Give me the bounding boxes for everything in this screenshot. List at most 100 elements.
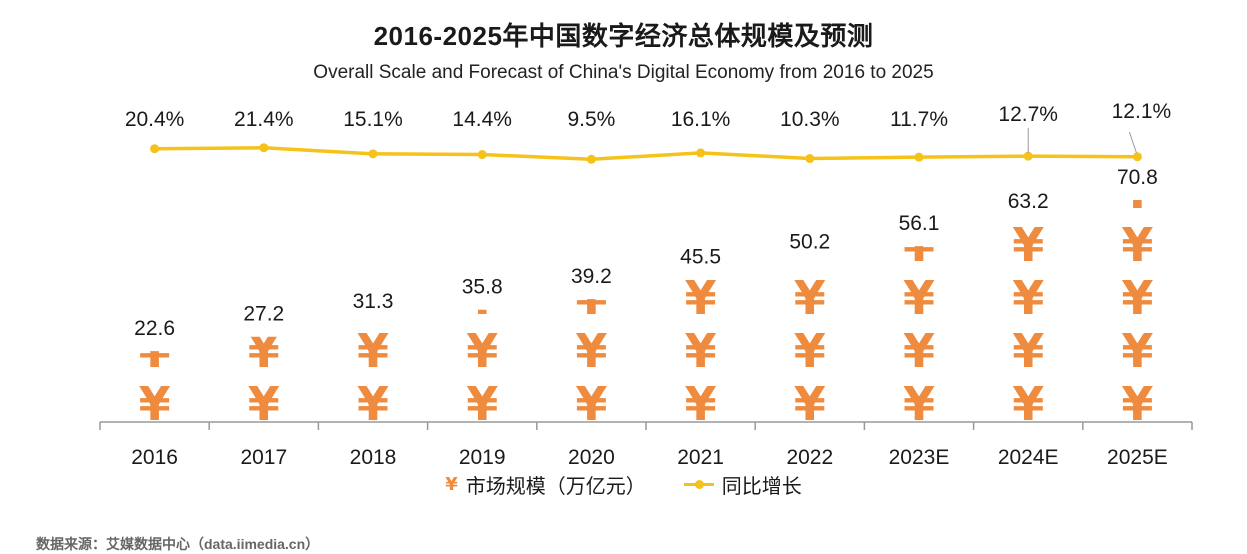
growth-label: 20.4%: [125, 108, 185, 131]
growth-point: [1023, 151, 1033, 161]
bar-value-label: 50.2: [789, 231, 830, 254]
growth-point: [696, 148, 706, 158]
growth-label: 12.1%: [1112, 100, 1172, 123]
chart-subtitle: Overall Scale and Forecast of China's Di…: [313, 62, 934, 83]
bar-2022: ¥¥¥¥: [794, 218, 826, 431]
x-tick-label: 2018: [350, 446, 397, 469]
yuan-icon: ¥: [794, 377, 826, 431]
growth-label: 15.1%: [343, 108, 403, 131]
yuan-icon: ¥: [903, 165, 935, 219]
yuan-icon: ¥: [1012, 271, 1044, 325]
x-tick-label: 2022: [786, 446, 833, 469]
legend-item-market-size: ¥ 市场规模（万亿元）: [445, 470, 646, 499]
yuan-icon: ¥: [1012, 218, 1044, 272]
growth-label: 9.5%: [567, 108, 615, 131]
yuan-icon: ¥: [357, 324, 389, 378]
bar-2018: ¥¥¥: [357, 271, 389, 431]
bar-2023E: ¥¥¥¥¥: [903, 165, 935, 431]
bar-2017: ¥¥¥: [248, 324, 280, 431]
bar-value-label: 63.2: [1008, 190, 1049, 213]
growth-label: 16.1%: [671, 108, 731, 131]
growth-label: 12.7%: [998, 103, 1058, 126]
legend-label-market-size: 市场规模（万亿元）: [465, 476, 646, 498]
x-tick-label: 2024E: [998, 446, 1059, 469]
yuan-icon: ¥: [357, 377, 389, 431]
growth-line: [154, 145, 1138, 162]
yuan-icon: ¥: [794, 324, 826, 378]
growth-point: [914, 152, 924, 162]
yuan-icon: ¥: [1012, 324, 1044, 378]
bar-2020: ¥¥¥¥: [575, 218, 607, 431]
yuan-icon: ¥: [139, 377, 171, 431]
yuan-icon: ¥: [794, 218, 826, 272]
yuan-icon: ¥: [445, 474, 458, 495]
bar-value-label: 31.3: [353, 290, 394, 313]
yuan-icon: ¥: [903, 377, 935, 431]
line-dot-icon: [683, 480, 714, 489]
bar-2024E: ¥¥¥¥¥: [1012, 218, 1044, 431]
bar-value-label: 39.2: [571, 265, 612, 288]
x-tick-label: 2019: [459, 446, 506, 469]
yuan-icon: ¥: [794, 271, 826, 325]
bar-value-label: 22.6: [134, 317, 175, 340]
yuan-icon: ¥: [685, 377, 717, 431]
yuan-icon: ¥: [685, 271, 717, 325]
legend-label-growth: 同比增长: [721, 476, 802, 498]
growth-point: [150, 144, 160, 154]
yuan-icon: ¥: [466, 271, 498, 325]
yuan-icon: ¥: [575, 271, 607, 325]
yuan-icon: ¥: [1121, 165, 1153, 219]
yuan-icon: ¥: [357, 271, 389, 325]
growth-point: [259, 143, 269, 153]
yuan-icon: ¥: [575, 218, 607, 272]
yuan-icon: ¥: [466, 218, 498, 272]
growth-label: 10.3%: [780, 108, 840, 131]
yuan-icon: ¥: [685, 324, 717, 378]
growth-label: 11.7%: [890, 108, 948, 131]
yuan-icon: ¥: [575, 377, 607, 431]
yuan-icon: ¥: [575, 324, 607, 378]
yuan-icon: ¥: [903, 324, 935, 378]
bar-2016: ¥¥¥: [139, 324, 171, 431]
chart-title: 2016-2025年中国数字经济总体规模及预测: [373, 21, 874, 51]
bar-value-label: 70.8: [1117, 166, 1158, 189]
growth-label: 21.4%: [234, 108, 294, 131]
yuan-icon: ¥: [1121, 324, 1153, 378]
yuan-icon: ¥: [248, 324, 280, 378]
bar-value-label: 27.2: [243, 303, 284, 326]
growth-point: [477, 150, 487, 160]
growth-label-leader: [1128, 131, 1137, 153]
x-tick-label: 2020: [568, 446, 615, 469]
x-tick-label: 2025E: [1107, 446, 1168, 469]
growth-point: [805, 154, 815, 164]
yuan-icon: ¥: [903, 218, 935, 272]
yuan-icon: ¥: [903, 271, 935, 325]
yuan-icon: ¥: [466, 377, 498, 431]
yuan-icon: ¥: [1012, 377, 1044, 431]
yuan-icon: ¥: [139, 324, 171, 378]
yuan-icon: ¥: [248, 377, 280, 431]
growth-label: 14.4%: [452, 108, 512, 131]
bar-2025E: ¥¥¥¥¥¥: [1121, 165, 1153, 431]
x-tick-label: 2017: [240, 446, 287, 469]
yuan-icon: ¥: [1121, 377, 1153, 431]
growth-point: [586, 154, 596, 164]
legend-item-growth: 同比增长: [683, 470, 802, 499]
bar-value-label: 35.8: [462, 276, 503, 299]
x-tick-label: 2021: [677, 446, 724, 469]
yuan-icon: ¥: [466, 324, 498, 378]
source-note: 数据来源：艾媒数据中心（data.iimedia.cn）: [36, 536, 320, 552]
chart-legend: ¥ 市场规模（万亿元） 同比增长: [0, 470, 1247, 499]
x-tick-label: 2016: [131, 446, 178, 469]
growth-point: [368, 149, 378, 159]
bar-2019: ¥¥¥¥: [466, 218, 498, 431]
yuan-icon: ¥: [1121, 271, 1153, 325]
yuan-icon: ¥: [1121, 218, 1153, 272]
bar-2021: ¥¥¥¥: [685, 271, 717, 431]
growth-point: [1132, 152, 1142, 162]
x-tick-label: 2023E: [889, 446, 950, 469]
bar-value-label: 56.1: [899, 212, 940, 235]
bar-value-label: 45.5: [680, 245, 721, 268]
